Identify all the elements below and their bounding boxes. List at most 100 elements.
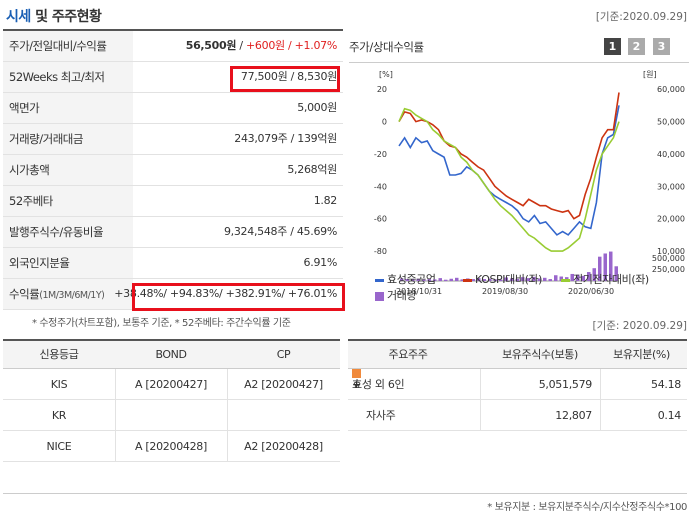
column-header: 보유지분(%) xyxy=(613,348,670,361)
volume-bar xyxy=(444,279,448,281)
price-value: 56,500원 / +600원 / +1.07% xyxy=(185,39,338,52)
y2-tick-label: 30,000 xyxy=(657,182,685,191)
legend-swatch xyxy=(463,278,472,282)
column-divider xyxy=(115,431,116,461)
column-header: 보유주식수(보통) xyxy=(502,348,578,361)
table-header: 주요주주 보유주식수(보통) 보유지분(%) xyxy=(348,339,687,369)
section-header: 시세 및 주주현황 [기준:2020.09.29] xyxy=(0,0,693,30)
volume-bar xyxy=(609,251,613,281)
volume-bar xyxy=(537,278,541,281)
row-value: 77,500원 / 8,530원 xyxy=(240,70,337,83)
cp-rating: A2 [20200428] xyxy=(244,440,323,453)
chart-tab-3[interactable]: 3 xyxy=(653,38,670,55)
table-row: 자사주 12,807 0.14 xyxy=(348,400,687,431)
rating-agency: NICE xyxy=(46,440,72,453)
column-divider xyxy=(115,400,116,430)
x-tick-label: 2020/06/30 xyxy=(568,287,614,296)
cp-rating: A2 [20200427] xyxy=(244,378,323,391)
row-label: 수익률(1M/3M/6M/1Y) xyxy=(3,279,133,309)
chart-panel: 주가/상대수익률 1 2 3 [%] [원] 20 0 -20 -40 -60 -80 60,0… xyxy=(349,31,689,311)
price-table: 주가/전일대비/수익률 56,500원 / +600원 / +1.07% 52W… xyxy=(3,31,343,310)
right-axis-unit: [원] xyxy=(643,70,657,79)
legend-item: 거래량 xyxy=(375,287,417,303)
volume-bar xyxy=(427,279,431,281)
table-row: KIS A [20200427] A2 [20200427] xyxy=(3,369,340,400)
table-header: 신용등급 BOND CP xyxy=(3,339,340,369)
volume-bar xyxy=(570,273,574,281)
row-value: 5,268억원 xyxy=(287,163,337,176)
row-label: 액면가 xyxy=(3,93,133,123)
table-row: 거래량/거래대금 243,079주 / 139억원 xyxy=(3,124,343,155)
x-tick-label: 2019/08/30 xyxy=(482,287,528,296)
table-row: 외국인지분율 6.91% xyxy=(3,248,343,279)
price-note: * 수정주가(차트포함), 보통주 기준, * 52주베타: 주간수익률 기준 xyxy=(32,318,291,329)
legend-item: KOSPI대비(좌) xyxy=(463,271,542,287)
volume-bar xyxy=(422,279,426,281)
volume-bar xyxy=(614,266,618,281)
left-axis-unit: [%] xyxy=(379,70,393,79)
volume-bar xyxy=(510,278,514,281)
volume-tick-label: 250,000 xyxy=(652,265,685,274)
highlight-box-returns xyxy=(132,283,345,311)
row-value: 243,079주 / 139억원 xyxy=(234,132,337,145)
y-tick-label: -60 xyxy=(374,215,387,224)
shareholder-table: 주요주주 보유주식수(보통) 보유지분(%) + 효성 외 6인 5,051,57… xyxy=(348,339,687,431)
legend-item: 효성중공업 xyxy=(375,271,436,287)
volume-bar xyxy=(438,278,442,281)
row-label: 52주베타 xyxy=(3,186,133,216)
legend-swatch xyxy=(375,291,384,301)
row-label: 거래량/거래대금 xyxy=(3,124,133,154)
volume-bar xyxy=(548,279,552,281)
y-tick-label: -20 xyxy=(374,150,387,159)
relative-return-chart: [%] [원] 20 0 -20 -40 -60 -80 60,000 50,000 40,000 3… xyxy=(374,70,685,296)
volume-bar xyxy=(477,278,481,281)
y-tick-label: 20 xyxy=(377,85,387,94)
volume-bar xyxy=(499,279,503,281)
volume-bar xyxy=(416,278,420,281)
chart-tab-2[interactable]: 2 xyxy=(628,38,645,55)
column-header: 신용등급 xyxy=(39,348,79,361)
series-line xyxy=(398,92,620,220)
volume-bar xyxy=(587,272,591,281)
row-label: 발행주식수/유동비율 xyxy=(3,217,133,247)
y2-tick-label: 50,000 xyxy=(657,118,685,127)
column-divider xyxy=(227,431,228,461)
table-row: 주가/전일대비/수익률 56,500원 / +600원 / +1.07% xyxy=(3,31,343,62)
table-row: 시가총액 5,268억원 xyxy=(3,155,343,186)
volume-tick-label: 500,000 xyxy=(652,254,685,263)
y2-tick-label: 10,000 xyxy=(657,247,685,256)
row-label: 주가/전일대비/수익률 xyxy=(3,31,133,61)
y-tick-label: -80 xyxy=(374,247,387,256)
chart-tab-1[interactable]: 1 xyxy=(604,38,621,55)
y2-tick-label: 60,000 xyxy=(657,85,685,94)
column-divider xyxy=(115,369,116,399)
volume-bar xyxy=(592,268,596,281)
row-value: 6.91% xyxy=(303,256,338,269)
rating-agency: KR xyxy=(51,409,67,422)
column-header: BOND xyxy=(155,348,187,361)
page-title: 시세 및 주주현황 xyxy=(6,9,102,25)
ownership-note: * 보유지분 : 보유지분주식수/지수산정주식수*100 xyxy=(487,502,687,513)
table-row: 수익률(1M/3M/6M/1Y) +38.48%/ +94.83%/ +382.… xyxy=(3,279,343,310)
y2-tick-label: 40,000 xyxy=(657,150,685,159)
highlight-box-52weeks xyxy=(230,66,340,92)
legend-swatch xyxy=(561,278,570,282)
volume-bar xyxy=(471,279,475,281)
base-date-2: [기준: 2020.09.29] xyxy=(592,320,687,332)
volume-bar xyxy=(482,279,486,281)
volume-bar xyxy=(460,279,464,281)
return-value: +38.48%/ +94.83%/ +382.91%/ +76.01% xyxy=(114,287,337,300)
volume-bar xyxy=(455,277,459,281)
legend-swatch xyxy=(375,278,384,282)
y-tick-label: 0 xyxy=(382,118,387,127)
table-row: 52Weeks 최고/최저 77,500원 / 8,530원 xyxy=(3,62,343,93)
row-label: 외국인지분율 xyxy=(3,248,133,278)
volume-bar xyxy=(515,278,519,281)
volume-bar xyxy=(400,278,404,281)
volume-bar xyxy=(598,256,602,281)
row-label: 시가총액 xyxy=(3,155,133,185)
volume-bar xyxy=(493,279,497,281)
chart-title: 주가/상대수익률 xyxy=(349,40,424,54)
legend-item: 전기전자대비(좌) xyxy=(561,271,649,287)
column-divider xyxy=(227,400,228,430)
